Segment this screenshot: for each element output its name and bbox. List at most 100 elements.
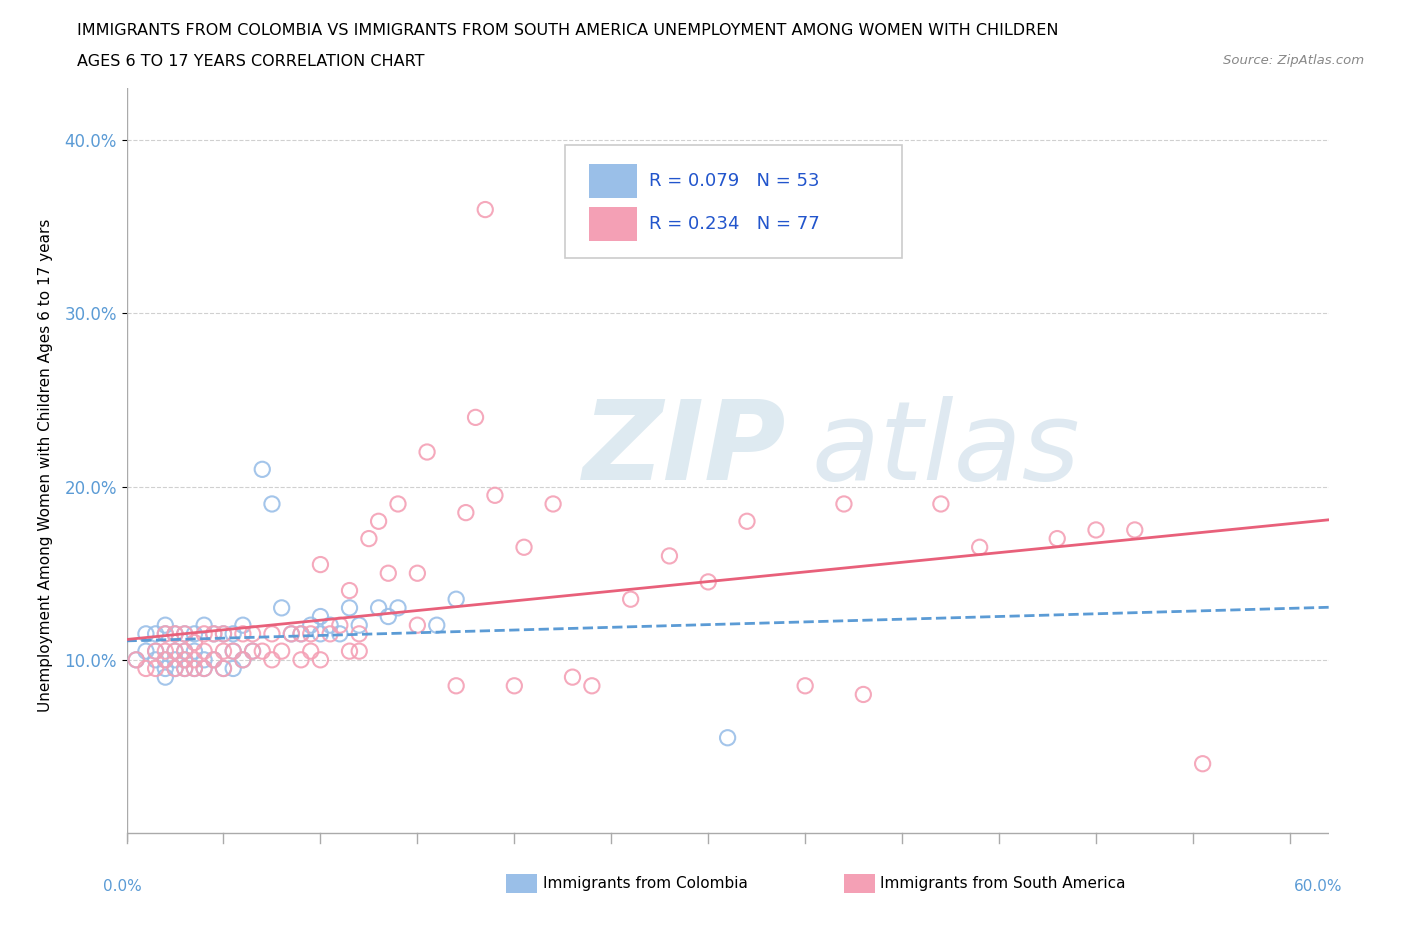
Text: 60.0%: 60.0% — [1295, 879, 1343, 894]
Point — [212, 661, 235, 676]
Point — [163, 627, 186, 642]
Point — [309, 627, 332, 642]
Point — [155, 627, 177, 642]
Point — [1046, 531, 1069, 546]
Point — [329, 618, 352, 632]
Point — [794, 678, 817, 693]
Point — [541, 497, 564, 512]
Point — [329, 627, 352, 642]
Point — [173, 652, 195, 667]
FancyBboxPatch shape — [565, 145, 901, 258]
Point — [280, 627, 302, 642]
Point — [222, 627, 245, 642]
Point — [193, 661, 215, 676]
Point — [232, 652, 254, 667]
Point — [319, 618, 342, 632]
Point — [1085, 523, 1108, 538]
Point — [173, 627, 195, 642]
Point — [716, 730, 740, 745]
Point — [319, 627, 342, 642]
Point — [484, 488, 506, 503]
Point — [155, 644, 177, 658]
Point — [183, 627, 205, 642]
Point — [969, 539, 991, 554]
Point — [183, 661, 205, 676]
Point — [260, 652, 283, 667]
Point — [155, 652, 177, 667]
Point — [387, 497, 409, 512]
Point — [242, 627, 264, 642]
Point — [620, 591, 643, 606]
Point — [173, 661, 195, 676]
Point — [125, 652, 148, 667]
Point — [503, 678, 526, 693]
Point — [163, 652, 186, 667]
Text: Source: ZipAtlas.com: Source: ZipAtlas.com — [1223, 54, 1364, 67]
Text: IMMIGRANTS FROM COLOMBIA VS IMMIGRANTS FROM SOUTH AMERICA UNEMPLOYMENT AMONG WOM: IMMIGRANTS FROM COLOMBIA VS IMMIGRANTS F… — [77, 23, 1059, 38]
Point — [309, 557, 332, 572]
Point — [222, 644, 245, 658]
Point — [252, 462, 274, 477]
Point — [173, 627, 195, 642]
Point — [232, 652, 254, 667]
Point — [232, 618, 254, 632]
Point — [377, 609, 399, 624]
Point — [444, 591, 467, 606]
Point — [454, 505, 477, 520]
Point — [202, 627, 225, 642]
Point — [290, 652, 312, 667]
Point — [145, 644, 167, 658]
Point — [145, 644, 167, 658]
Point — [416, 445, 439, 459]
Point — [280, 627, 302, 642]
Point — [145, 661, 167, 676]
Point — [474, 202, 496, 217]
Point — [163, 661, 186, 676]
Point — [173, 644, 195, 658]
Point — [145, 627, 167, 642]
Point — [513, 539, 536, 554]
Point — [347, 618, 370, 632]
Point — [222, 644, 245, 658]
Point — [202, 627, 225, 642]
Text: 0.0%: 0.0% — [103, 879, 142, 894]
Point — [183, 652, 205, 667]
Point — [735, 514, 758, 529]
Point — [367, 514, 389, 529]
Point — [339, 644, 361, 658]
Point — [852, 687, 875, 702]
Point — [183, 661, 205, 676]
Point — [193, 627, 215, 642]
Point — [135, 627, 157, 642]
Point — [270, 601, 292, 616]
Point — [929, 497, 952, 512]
Point — [202, 652, 225, 667]
Point — [387, 601, 409, 616]
Point — [406, 618, 429, 632]
Point — [242, 644, 264, 658]
Point — [202, 652, 225, 667]
Point — [290, 627, 312, 642]
Point — [444, 678, 467, 693]
Point — [125, 652, 148, 667]
Point — [299, 627, 322, 642]
Point — [832, 497, 855, 512]
Point — [581, 678, 603, 693]
Point — [193, 652, 215, 667]
Point — [309, 609, 332, 624]
Point — [406, 565, 429, 580]
Point — [212, 644, 235, 658]
Point — [212, 627, 235, 642]
Text: AGES 6 TO 17 YEARS CORRELATION CHART: AGES 6 TO 17 YEARS CORRELATION CHART — [77, 54, 425, 69]
Point — [367, 601, 389, 616]
Point — [242, 644, 264, 658]
Point — [347, 627, 370, 642]
Point — [426, 618, 449, 632]
Point — [232, 627, 254, 642]
Point — [464, 410, 486, 425]
Point — [163, 627, 186, 642]
Point — [299, 644, 322, 658]
Point — [163, 661, 186, 676]
Point — [155, 627, 177, 642]
Point — [309, 652, 332, 667]
